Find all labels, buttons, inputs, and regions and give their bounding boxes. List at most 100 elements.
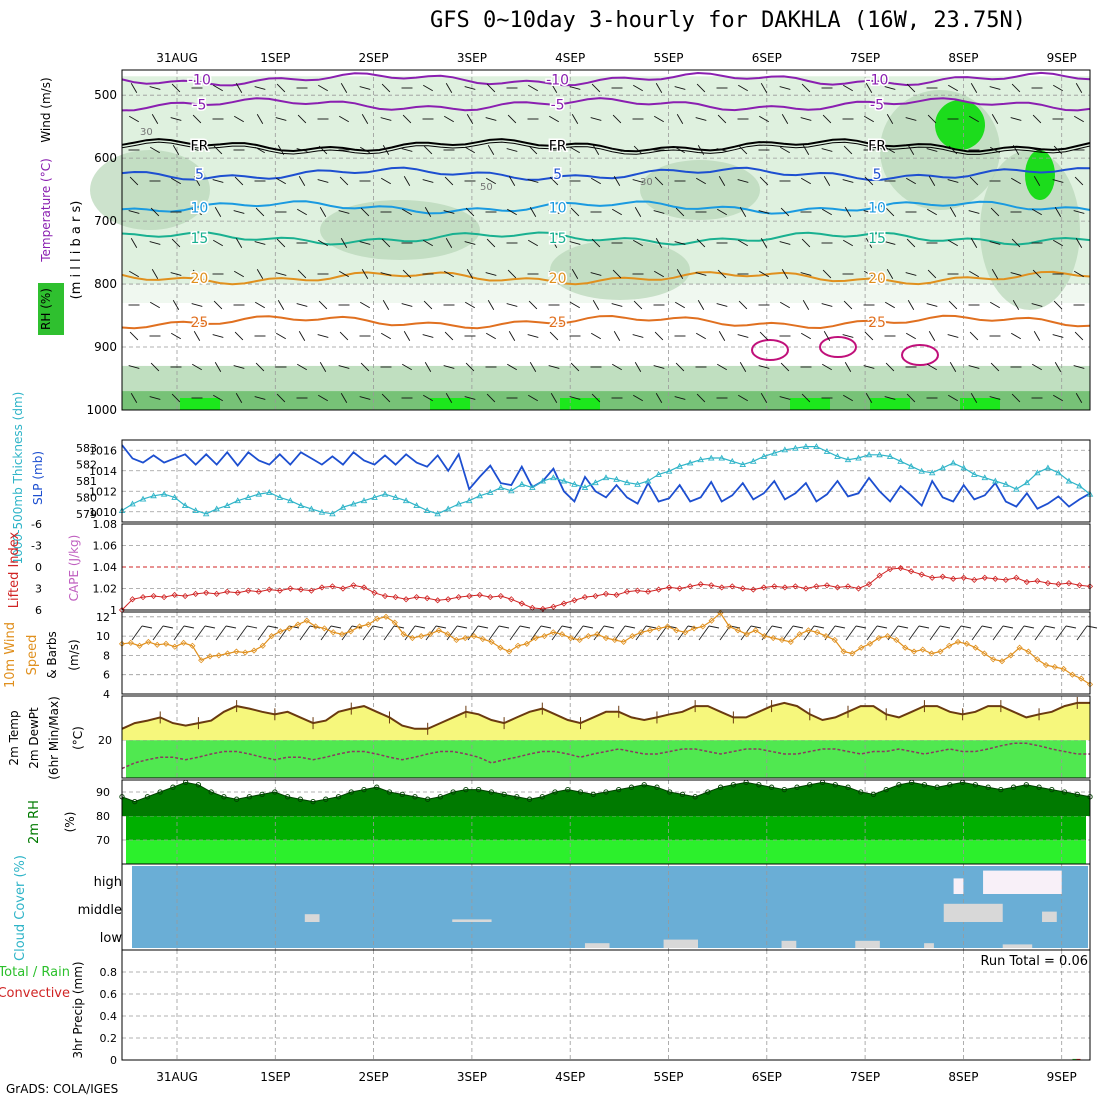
thickness-line <box>121 446 1091 515</box>
temperature-axis-label: 2m Temp <box>7 710 21 765</box>
wind-barb <box>276 393 286 403</box>
surface-wind-barb <box>152 625 164 641</box>
lifted-index-marker <box>487 594 494 601</box>
lifted-index-marker <box>245 587 252 594</box>
wind-speed-marker <box>435 627 442 634</box>
rh-marker <box>883 786 889 793</box>
wind-speed-marker <box>752 627 759 634</box>
wind-barb <box>1032 208 1042 216</box>
date-label-bottom: 2SEP <box>359 1070 389 1084</box>
wind-barb <box>381 393 391 403</box>
wind-speed-marker <box>646 627 654 634</box>
surface-wind-barb <box>981 625 993 629</box>
footer-credit: GrADS: COLA/IGES <box>6 1082 119 1096</box>
wind-barb <box>674 241 686 245</box>
isotherm-label: 15 <box>191 231 209 247</box>
thickness-marker <box>465 497 473 504</box>
wind-speed-marker <box>805 627 812 634</box>
lifted-index-marker <box>739 585 746 592</box>
wind-speed-line <box>121 612 1091 685</box>
thickness-marker <box>760 452 768 459</box>
temperature-axis-label: (6hr Min/Max) <box>47 696 61 780</box>
lifted-index-marker <box>1065 580 1073 587</box>
wind-speed-marker <box>127 639 134 646</box>
wind-barb <box>675 362 685 372</box>
wind-barb <box>506 148 518 152</box>
cape-tick-label: 1 <box>110 604 117 617</box>
rh-marker <box>246 794 253 800</box>
wind-barb <box>907 145 915 155</box>
thickness-marker <box>844 456 852 463</box>
wind-barb <box>1054 362 1062 372</box>
wind-barb <box>422 179 434 183</box>
wind-barb <box>674 86 686 90</box>
lifted-index-marker <box>139 594 147 601</box>
wind-barb <box>444 115 454 123</box>
wind-barb <box>486 238 496 248</box>
rh-marker <box>310 798 316 805</box>
thickness-marker <box>750 457 757 464</box>
wind-speed-marker <box>787 638 794 645</box>
thickness-marker <box>287 497 294 504</box>
wind-barb <box>507 269 517 279</box>
cape-axis-label: CAPE (J/kg) <box>67 535 81 602</box>
rh-marker <box>157 789 163 795</box>
rh-marker <box>501 791 507 798</box>
wind-barb <box>569 241 581 245</box>
date-label-top: 4SEP <box>555 51 585 65</box>
wind-barb <box>569 86 581 90</box>
rh-marker <box>616 786 622 793</box>
wind-barb <box>738 84 748 92</box>
thickness-marker <box>560 477 568 484</box>
wind-barb <box>487 145 495 155</box>
thickness-marker <box>129 500 136 507</box>
wind-barb <box>948 394 958 402</box>
wind-barb <box>380 117 392 121</box>
thickness-marker <box>244 493 252 500</box>
rh-marker <box>1036 784 1042 790</box>
wind-barb <box>884 396 896 400</box>
rh-marker <box>756 782 762 788</box>
wind-barb <box>737 334 749 338</box>
wind-barb <box>718 176 726 186</box>
thickness-marker <box>655 471 662 477</box>
lifted-index-marker <box>381 592 389 600</box>
wind-speed-marker <box>629 633 636 640</box>
wind-speed-marker <box>268 633 275 640</box>
wind-barb <box>319 207 327 217</box>
wind-barb <box>990 207 1000 217</box>
wind-barb <box>255 362 265 372</box>
wind-barb <box>927 114 937 124</box>
wind-barb <box>550 83 558 93</box>
wind-speed-marker <box>356 623 363 630</box>
wind-barb <box>297 208 307 216</box>
wind-barb <box>717 363 727 371</box>
wind-barb <box>1010 272 1022 276</box>
wind-barb <box>696 83 706 93</box>
wind-barb <box>359 86 371 90</box>
surface-wind-barb <box>215 625 227 641</box>
wind-barb <box>508 176 516 186</box>
lifted-index-marker <box>403 596 410 603</box>
lifted-index-marker <box>960 574 967 581</box>
rh-marker <box>526 796 533 802</box>
lifted-index-marker <box>434 597 441 604</box>
wind-speed-marker <box>277 628 284 635</box>
isotherm-label: 5 <box>195 167 204 183</box>
isotherm-label: 10 <box>868 200 886 216</box>
wind-barb <box>612 114 622 124</box>
surface-wind-barb <box>992 625 1004 641</box>
rh-fill <box>122 782 1090 816</box>
wind-barb <box>970 238 978 248</box>
wind-barb <box>654 115 664 123</box>
wind-barb <box>758 365 770 369</box>
wind-speed-marker <box>180 639 187 646</box>
wind-barb <box>1032 269 1042 279</box>
wind-barb <box>801 393 811 403</box>
wind-barb <box>697 145 705 155</box>
surface-wind-barb <box>477 625 489 629</box>
lifted-index-marker <box>445 596 452 603</box>
wind-speed-marker <box>206 653 214 660</box>
wind-tick-label: 12 <box>96 611 110 624</box>
surface-wind-barb <box>530 625 542 641</box>
